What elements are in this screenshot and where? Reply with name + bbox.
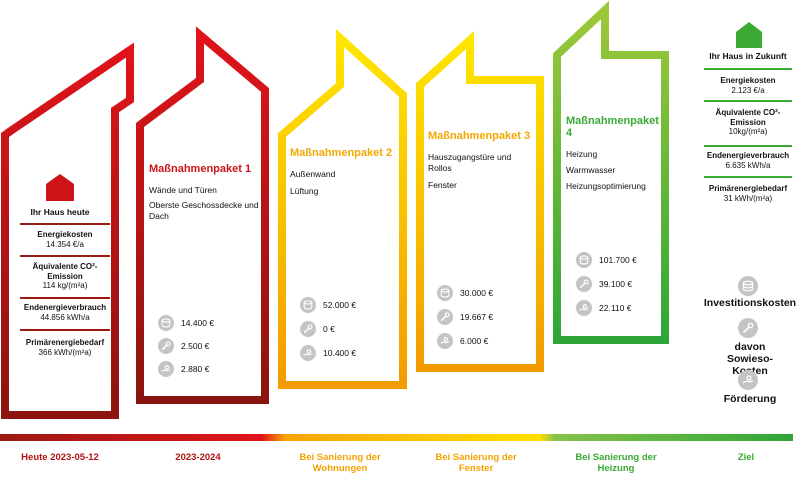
package-2-cost-row: 10.400 € (300, 345, 356, 361)
package-2-cost-row: 0 € (300, 321, 335, 337)
package-2: Maßnahmenpaket 2 Außenwand Lüftung (290, 147, 398, 197)
wrench-icon (738, 318, 758, 338)
cost-value: 6.000 € (460, 336, 489, 346)
cost-value: 2.880 € (181, 364, 210, 374)
package-1-cost-row: 2.880 € (158, 361, 209, 377)
coins-icon (437, 285, 453, 301)
future-primary-energy: Primärenergiebedarf 31 kWh/(m²a) (708, 184, 788, 203)
wrench-icon (158, 338, 174, 354)
package-4-cost-row: 101.700 € (576, 252, 637, 268)
package-1-cost-row: 2.500 € (158, 338, 209, 354)
package-1-title: Maßnahmenpaket 1 (149, 163, 252, 175)
future-energy-costs: Energiekosten 2.123 €/a (720, 76, 776, 95)
package-3-cost-row: 6.000 € (437, 333, 488, 349)
cost-value: 30.000 € (460, 288, 494, 298)
package-4-title: Maßnahmenpaket 4 (566, 115, 659, 139)
package-1-measure: Oberste Geschossdecke und Dach (149, 200, 259, 221)
cost-value: 14.400 € (181, 318, 215, 328)
divider (704, 100, 792, 102)
cost-value: 10.400 € (323, 348, 357, 358)
package-2-measure: Außenwand (290, 169, 336, 179)
package-4-measure: Heizung (566, 149, 598, 159)
coins-icon (576, 252, 592, 268)
coins-icon (300, 297, 316, 313)
current-final-energy: Endenergieverbrauch 44.856 kWh/a (23, 303, 107, 322)
divider (20, 297, 110, 299)
house-outline-today (0, 42, 134, 419)
timeline-label: Bei Sanierung der Wohnungen (299, 452, 381, 474)
house-outline-package-2 (278, 28, 407, 389)
package-3: Maßnahmenpaket 3 Hauszugangstüre und Rol… (428, 130, 536, 191)
current-house-panel: Ihr Haus heute Energiekosten 14.354 €/a Ä… (20, 206, 110, 366)
timeline-label: Bei Sanierung der Fenster (435, 452, 517, 474)
package-1-cost-row: 14.400 € (158, 315, 214, 331)
package-1: Maßnahmenpaket 1 Wände und Türen Oberste… (149, 163, 261, 222)
subsidy-hand-icon (300, 345, 316, 361)
package-2-measure: Lüftung (290, 186, 319, 196)
divider (20, 255, 110, 257)
package-2-cost-row: 52.000 € (300, 297, 356, 313)
divider (704, 176, 792, 178)
timeline-label: Ziel (737, 452, 755, 463)
package-4-cost-row: 22.110 € (576, 300, 631, 316)
cost-value: 101.700 € (599, 255, 637, 265)
current-energy-costs: Energiekosten 14.354 €/a (37, 230, 93, 249)
subsidy-hand-icon (158, 361, 174, 377)
cost-value: 19.667 € (460, 312, 494, 322)
package-4-cost-row: 39.100 € (576, 276, 632, 292)
coins-icon (738, 276, 758, 296)
wrench-icon (300, 321, 316, 337)
current-primary-energy: Primärenergiebedarf 366 kWh/(m²a) (25, 338, 105, 357)
wrench-icon (437, 309, 453, 325)
cost-value: 52.000 € (323, 300, 357, 310)
house-outline-package-1 (136, 26, 269, 404)
cost-value: 0 € (323, 324, 335, 334)
current-house-icon (46, 174, 74, 201)
future-house-title: Ihr Haus in Zukunft (709, 51, 787, 61)
wrench-icon (576, 276, 592, 292)
subsidy-hand-icon (437, 333, 453, 349)
package-3-measure: Hauszugangstüre und Rollos (428, 152, 512, 173)
current-co2-emission: Äquivalente CO²-Emission 114 kg/(m²a) (32, 262, 98, 290)
timeline-label: Bei Sanierung der Heizung (575, 452, 657, 474)
package-3-measure: Fenster (428, 180, 457, 190)
subsidy-hand-icon (576, 300, 592, 316)
coins-icon (158, 315, 174, 331)
current-house-title: Ihr Haus heute (30, 207, 90, 217)
timeline-label: 2023-2024 (175, 452, 221, 463)
package-4-measure: Heizungsoptimierung (566, 181, 646, 191)
package-2-title: Maßnahmenpaket 2 (290, 147, 393, 159)
divider (704, 68, 792, 70)
divider (704, 145, 792, 147)
future-final-energy: Endenergieverbrauch 6.635 kWh/a (706, 151, 790, 170)
cost-value: 2.500 € (181, 341, 210, 351)
future-house-icon (736, 22, 762, 48)
subsidy-hand-icon (738, 370, 758, 390)
cost-value: 39.100 € (599, 279, 633, 289)
package-3-cost-row: 19.667 € (437, 309, 493, 325)
timeline-bar (0, 434, 793, 441)
package-1-measure: Wände und Türen (149, 185, 217, 195)
divider (20, 223, 110, 225)
legend-investment: Investitionskosten (703, 297, 797, 309)
cost-value: 22.110 € (599, 303, 632, 313)
package-4: Maßnahmenpaket 4 Heizung Warmwasser Heiz… (566, 115, 662, 192)
legend-foerderung: Förderung (723, 393, 777, 405)
package-3-title: Maßnahmenpaket 3 (428, 130, 531, 142)
package-4-measure: Warmwasser (566, 165, 616, 175)
divider (20, 329, 110, 331)
package-3-cost-row: 30.000 € (437, 285, 493, 301)
timeline-label: Heute 2023-05-12 (21, 452, 99, 463)
future-co2-emission: Äquivalente CO²-Emission 10kg/(m²a) (715, 108, 781, 136)
house-outline-package-4 (553, 0, 669, 344)
house-outline-package-3 (416, 31, 544, 372)
